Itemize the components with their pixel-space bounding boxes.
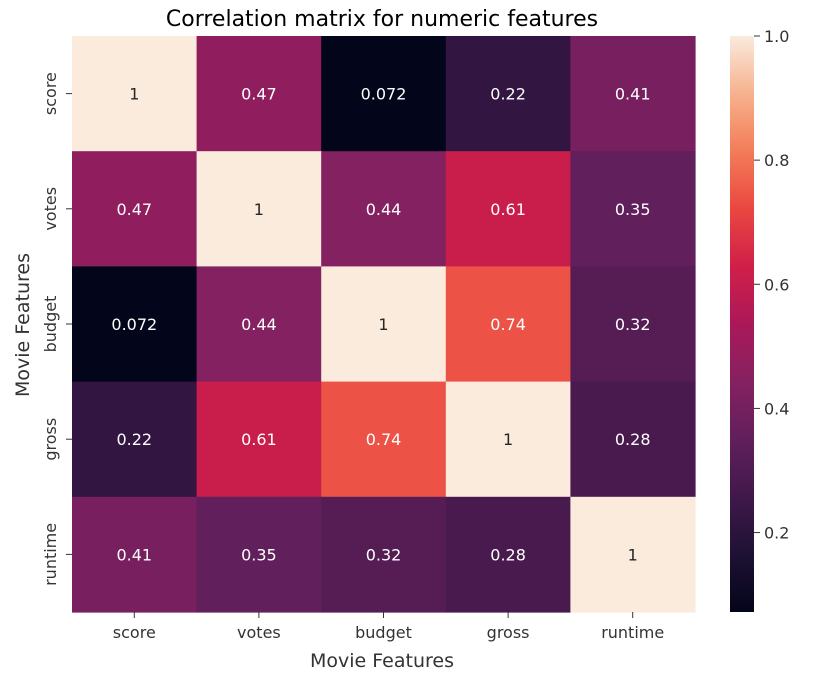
colorbar-tick-label: 0.8 [764,151,789,170]
cell-annotation: 0.072 [111,315,157,334]
heatmap-cell-score-budget [321,36,447,152]
colorbar-tick-label: 0.2 [764,524,789,543]
cell-annotation: 0.32 [615,315,651,334]
y-tick-label: gross [41,418,60,461]
x-axis-ticks: score votes budget gross runtime [113,612,664,642]
cell-annotation: 0.47 [116,200,152,219]
cell-annotation: 0.41 [615,85,651,104]
heatmap-cell-score-score [72,36,198,152]
x-tick-label: runtime [601,623,664,642]
x-tick-label: votes [237,623,281,642]
cell-annotation: 0.44 [366,200,402,219]
heatmap-cell-votes-budget [321,151,447,267]
cell-annotations: 1 0.47 0.072 0.22 0.41 0.47 1 0.44 0.61 0.35 0.072… [111,85,650,565]
cell-annotation: 0.32 [366,545,402,564]
cell-annotation: 0.28 [490,545,526,564]
x-tick-label: budget [355,623,412,642]
heatmap-cell-runtime-budget [321,496,447,613]
cell-annotation: 0.35 [615,200,651,219]
heatmap-cell-votes-score [72,151,198,267]
heatmap-cell-budget-budget [321,266,447,383]
cell-annotation: 0.22 [490,85,526,104]
y-axis-ticks: score votes budget gross runtime [41,72,72,586]
cell-annotation: 0.61 [490,200,526,219]
cell-annotation: 0.41 [116,545,152,564]
x-tick-label: score [113,623,156,642]
heatmap-cell-runtime-votes [196,496,322,613]
y-tick-label: runtime [41,523,60,586]
heatmap-cells [72,36,696,613]
cell-annotation: 0.072 [361,85,407,104]
heatmap-cell-votes-gross [445,151,571,267]
y-axis-label: Movie Features [12,253,34,397]
x-tick-label: gross [487,623,530,642]
heatmap-cell-runtime-score [72,496,198,613]
cell-annotation: 0.74 [490,315,526,334]
cell-annotation: 0.28 [615,430,651,449]
cell-annotation: 0.44 [241,315,277,334]
heatmap-cell-votes-votes [196,151,322,267]
cell-annotation: 0.61 [241,430,277,449]
colorbar [730,36,754,612]
heatmap-cell-runtime-runtime [570,496,696,613]
heatmap-cell-runtime-gross [445,496,571,613]
colorbar-tick-label: 0.4 [764,399,789,418]
colorbar-ticks: 0.2 0.4 0.6 0.8 1.0 [754,27,789,543]
x-axis-label: Movie Features [310,650,454,672]
y-tick-label: budget [41,296,60,353]
cell-annotation: 0.22 [116,430,152,449]
heatmap-cell-budget-gross [445,266,571,383]
y-tick-label: score [41,72,60,115]
cell-annotation: 0.47 [241,85,277,104]
cell-annotation: 0.35 [241,545,277,564]
heatmap-cell-gross-gross [445,381,571,498]
cell-annotation: 0.74 [366,430,402,449]
chart-title: Correlation matrix for numeric features [166,7,598,32]
y-tick-label: votes [41,187,60,231]
heatmap-cell-budget-score [72,266,198,383]
heatmap-cell-gross-runtime [570,381,696,498]
heatmap-cell-gross-votes [196,381,322,498]
cell-annotation: 1 [628,545,638,564]
heatmap-cell-gross-score [72,381,198,498]
colorbar-tick-label: 0.6 [764,275,789,294]
cell-annotation: 1 [503,430,513,449]
heatmap-cell-votes-runtime [570,151,696,267]
heatmap-cell-budget-votes [196,266,322,383]
colorbar-tick-label: 1.0 [764,27,789,46]
heatmap-cell-gross-budget [321,381,447,498]
heatmap-cell-budget-runtime [570,266,696,383]
heatmap-cell-score-votes [196,36,322,152]
heatmap-cell-score-gross [445,36,571,152]
cell-annotation: 1 [129,85,139,104]
heatmap-cell-score-runtime [570,36,696,152]
cell-annotation: 1 [378,315,388,334]
cell-annotation: 1 [254,200,264,219]
